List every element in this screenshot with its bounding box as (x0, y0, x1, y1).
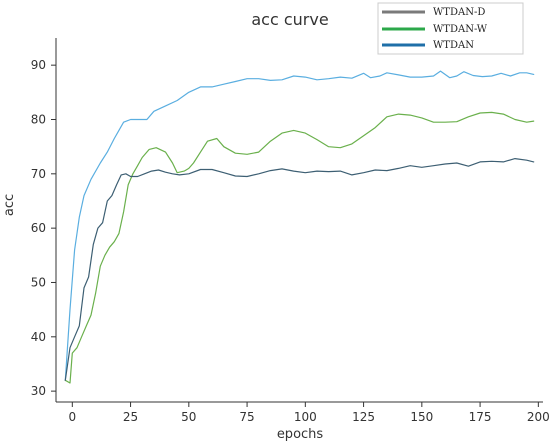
y-tick-label: 70 (31, 167, 46, 181)
series-line-wtdan (64, 70, 535, 381)
x-tick-label: 0 (68, 410, 76, 424)
y-axis-label: acc (2, 194, 17, 216)
legend-label-wtdan-d: WTDAN-D (433, 7, 485, 18)
x-tick-label: 150 (410, 410, 433, 424)
x-axis-label: epochs (277, 427, 324, 442)
x-tick-label: 25 (123, 410, 138, 424)
y-tick-label: 40 (31, 330, 46, 344)
x-tick-label: 75 (239, 410, 254, 424)
y-tick-label: 30 (31, 384, 46, 398)
y-tick-label: 80 (31, 112, 46, 126)
series-line-wtdan-d (64, 158, 535, 381)
series-layer (64, 70, 535, 384)
x-tick-label: 125 (352, 410, 375, 424)
x-tick-label: 100 (294, 410, 317, 424)
x-ticks: 0 25 50 75 100 125 150 175 200 (68, 402, 550, 424)
legend-label-wtdan: WTDAN (433, 40, 474, 51)
x-tick-label: 200 (527, 410, 550, 424)
x-tick-label: 175 (469, 410, 492, 424)
chart-title: acc curve (251, 10, 328, 29)
y-tick-label: 60 (31, 221, 46, 235)
series-line-wtdan-w (64, 111, 535, 384)
legend: WTDAN-D WTDAN-W WTDAN (377, 2, 524, 55)
x-tick-label: 50 (181, 410, 196, 424)
y-tick-label: 90 (31, 58, 46, 72)
y-ticks: 30 40 50 60 70 80 90 (31, 58, 56, 398)
y-tick-label: 50 (31, 275, 46, 289)
legend-label-wtdan-w: WTDAN-W (433, 24, 488, 35)
